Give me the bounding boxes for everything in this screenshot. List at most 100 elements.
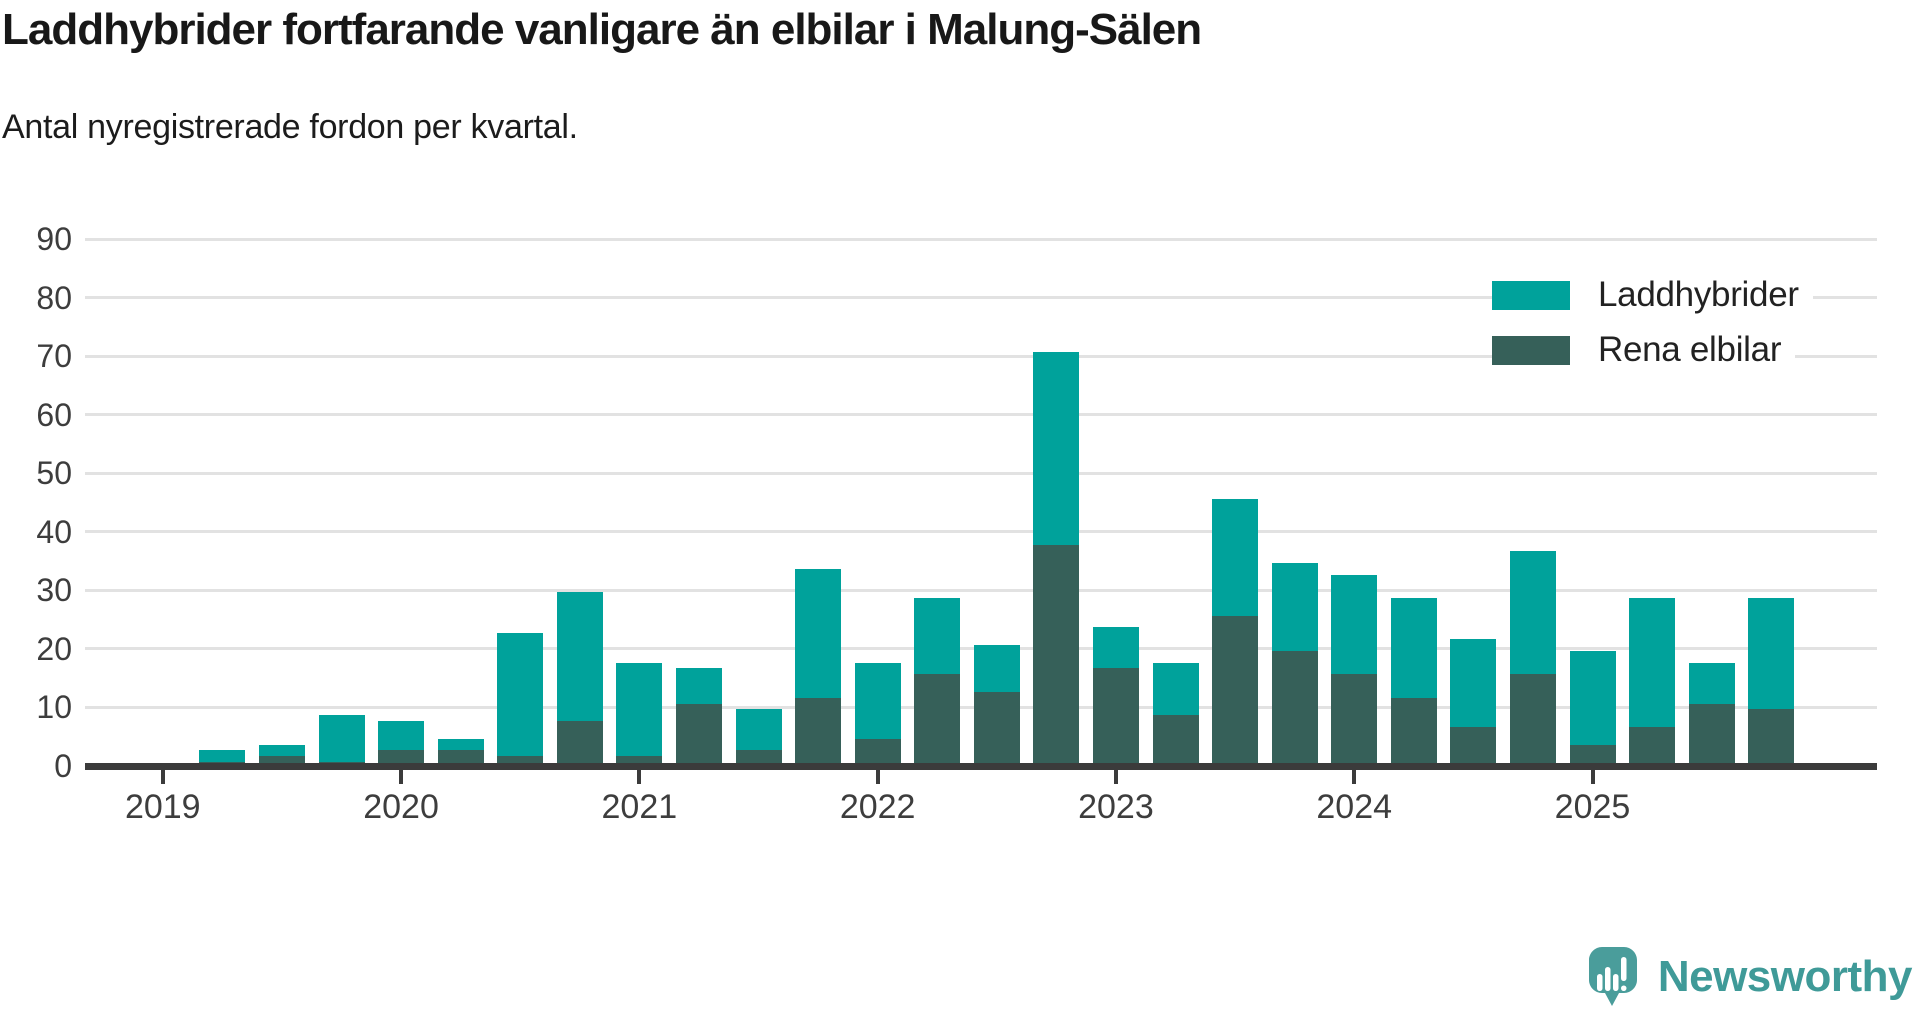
bar-segment-laddhybrider bbox=[258, 744, 305, 757]
legend-swatch-rena-elbilar bbox=[1492, 335, 1570, 365]
y-axis-label-20: 20 bbox=[36, 630, 72, 667]
bar-segment-rena-elbilar bbox=[675, 703, 722, 768]
bar-2020-q3 bbox=[497, 633, 544, 768]
bar-segment-rena-elbilar bbox=[1629, 727, 1676, 768]
y-axis-label-80: 80 bbox=[36, 279, 72, 316]
bar-segment-laddhybrider bbox=[735, 709, 782, 751]
x-axis-label-2019: 2019 bbox=[124, 788, 201, 826]
bar-2024-q1 bbox=[1331, 574, 1378, 768]
bar-segment-rena-elbilar bbox=[1390, 697, 1437, 768]
y-axis-label-10: 10 bbox=[36, 689, 72, 726]
bar-segment-laddhybrider bbox=[199, 750, 246, 763]
bar-segment-rena-elbilar bbox=[1450, 727, 1497, 768]
x-axis-tick-2023 bbox=[1113, 770, 1118, 784]
bar-segment-laddhybrider bbox=[973, 645, 1020, 692]
bar-segment-laddhybrider bbox=[1688, 662, 1735, 704]
x-axis-label-2024: 2024 bbox=[1316, 788, 1393, 826]
bar-segment-rena-elbilar bbox=[1271, 650, 1318, 768]
chart-subtitle: Antal nyregistrerade fordon per kvartal. bbox=[2, 108, 578, 146]
x-axis-tick-2025 bbox=[1590, 770, 1595, 784]
bar-segment-laddhybrider bbox=[1629, 598, 1676, 727]
bar-segment-laddhybrider bbox=[497, 633, 544, 757]
bar-2023-q3 bbox=[1212, 498, 1259, 768]
x-axis-label-2023: 2023 bbox=[1078, 788, 1154, 826]
bar-segment-rena-elbilar bbox=[497, 756, 544, 768]
y-axis-label-40: 40 bbox=[36, 513, 72, 550]
bar-segment-laddhybrider bbox=[378, 721, 425, 751]
bar-segment-rena-elbilar bbox=[1331, 674, 1378, 768]
page-title: Laddhybrider fortfarande vanligare än el… bbox=[2, 5, 1202, 54]
bar-segment-laddhybrider bbox=[1450, 639, 1497, 727]
bar-segment-laddhybrider bbox=[1390, 598, 1437, 698]
bar-segment-rena-elbilar bbox=[556, 721, 603, 768]
bar-segment-rena-elbilar bbox=[973, 691, 1020, 768]
bar-segment-rena-elbilar bbox=[1092, 668, 1139, 768]
x-axis-tick-2020 bbox=[399, 770, 404, 784]
bar-2022-q4 bbox=[1033, 352, 1080, 768]
x-axis-tick-2024 bbox=[1352, 770, 1357, 784]
x-axis-line bbox=[85, 763, 1877, 770]
bar-2023-q1 bbox=[1092, 627, 1139, 768]
y-axis-label-90: 90 bbox=[36, 221, 72, 257]
bar-segment-laddhybrider bbox=[556, 592, 603, 722]
bar-2022-q2 bbox=[914, 598, 961, 768]
newsworthy-logo: Newsworthy bbox=[1588, 946, 1913, 1008]
bar-segment-laddhybrider bbox=[318, 715, 365, 763]
y-axis-label-50: 50 bbox=[36, 455, 72, 492]
bar-2023-q2 bbox=[1152, 662, 1199, 768]
x-axis-label-2020: 2020 bbox=[363, 788, 439, 826]
bar-2020-q4 bbox=[556, 592, 603, 768]
bar-2025-q1 bbox=[1569, 650, 1616, 768]
x-axis-label-2021: 2021 bbox=[601, 788, 678, 826]
bar-segment-laddhybrider bbox=[1033, 352, 1080, 546]
bar-segment-laddhybrider bbox=[1092, 627, 1139, 669]
bar-segment-laddhybrider bbox=[1331, 574, 1378, 675]
bar-segment-laddhybrider bbox=[1748, 598, 1795, 710]
bar-segment-rena-elbilar bbox=[1748, 709, 1795, 768]
bar-segment-laddhybrider bbox=[854, 662, 901, 739]
bar-2025-q3 bbox=[1688, 662, 1735, 768]
gridline-y-70 bbox=[85, 354, 1877, 358]
y-axis-label-30: 30 bbox=[36, 572, 72, 609]
bar-2021-q3 bbox=[735, 709, 782, 768]
gridline-y-90 bbox=[85, 237, 1877, 241]
x-axis-tick-2022 bbox=[875, 770, 880, 784]
bar-segment-laddhybrider bbox=[437, 738, 484, 751]
gridline-y-40 bbox=[85, 530, 1877, 534]
bar-2019-q3 bbox=[258, 744, 305, 768]
bar-2024-q2 bbox=[1390, 598, 1437, 768]
bar-2019-q4 bbox=[318, 715, 365, 768]
bar-2025-q4 bbox=[1748, 598, 1795, 768]
newsworthy-logo-text: Newsworthy bbox=[1657, 952, 1913, 1001]
gridline-y-30 bbox=[85, 588, 1877, 592]
legend-item-laddhybrider: Laddhybrider bbox=[1492, 272, 1813, 318]
x-axis-tick-2019 bbox=[160, 770, 165, 784]
y-axis-label-0: 0 bbox=[54, 748, 72, 784]
bar-2025-q2 bbox=[1629, 598, 1676, 768]
bar-segment-rena-elbilar bbox=[914, 674, 961, 768]
x-axis-tick-2021 bbox=[637, 770, 642, 784]
bar-segment-rena-elbilar bbox=[1212, 615, 1259, 768]
bar-segment-laddhybrider bbox=[616, 662, 663, 757]
legend-label-rena-elbilar: Rena elbilar bbox=[1598, 330, 1782, 369]
bar-segment-rena-elbilar bbox=[616, 756, 663, 768]
bar-2021-q1 bbox=[616, 662, 663, 768]
bar-segment-rena-elbilar bbox=[795, 697, 842, 768]
bar-segment-laddhybrider bbox=[1271, 563, 1318, 651]
bar-segment-laddhybrider bbox=[795, 568, 842, 698]
bar-2022-q1 bbox=[854, 662, 901, 768]
legend-label-laddhybrider: Laddhybrider bbox=[1598, 275, 1799, 314]
bar-segment-laddhybrider bbox=[1212, 498, 1259, 616]
y-axis-label-70: 70 bbox=[36, 338, 72, 375]
bar-segment-rena-elbilar bbox=[1152, 715, 1199, 768]
bar-2022-q3 bbox=[973, 645, 1020, 768]
bar-segment-laddhybrider bbox=[1569, 650, 1616, 745]
bar-segment-rena-elbilar bbox=[1688, 703, 1735, 768]
newsworthy-bubble-icon bbox=[1588, 947, 1637, 1006]
bar-segment-laddhybrider bbox=[1509, 551, 1556, 675]
bar-segment-laddhybrider bbox=[1152, 662, 1199, 716]
bar-segment-rena-elbilar bbox=[1033, 545, 1080, 768]
legend-swatch-laddhybrider bbox=[1492, 280, 1570, 310]
